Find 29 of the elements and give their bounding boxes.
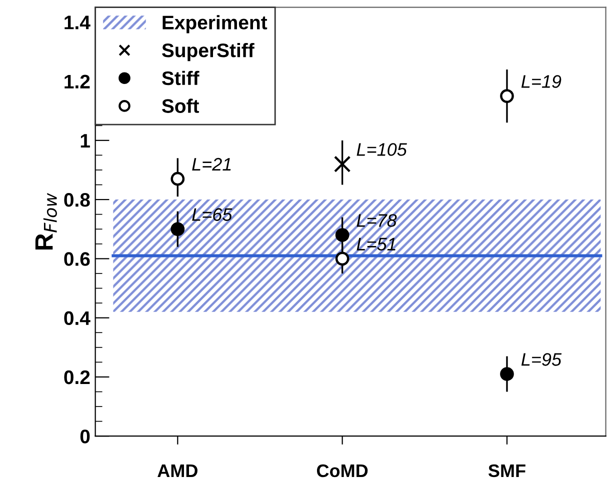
point xyxy=(335,252,350,266)
y-tick-label: 0.4 xyxy=(64,311,90,326)
point xyxy=(500,89,514,103)
x-tick-label: CoMD xyxy=(316,464,368,478)
annotation: L=65 xyxy=(192,208,232,221)
y-axis-title: R$_{Flow}$ xyxy=(35,192,57,250)
annotation: L=19 xyxy=(521,75,562,88)
annotation: L=78 xyxy=(356,214,397,227)
annotation: L=95 xyxy=(521,353,562,366)
point xyxy=(500,367,514,381)
legend-label: Stiff xyxy=(162,70,200,86)
y-tick-label: 0.6 xyxy=(64,252,90,266)
y-tick-label: 0.2 xyxy=(64,370,90,384)
annotation: L=21 xyxy=(192,158,231,171)
point xyxy=(170,172,185,186)
point xyxy=(170,222,185,236)
legend-label: Experiment xyxy=(162,15,268,34)
legend-label: Soft xyxy=(162,98,199,113)
legend-label: SuperStiff xyxy=(162,42,254,62)
annotation: L=51 xyxy=(356,238,396,251)
y-tick-label: 0.8 xyxy=(64,193,90,207)
y-tick-label: 1 xyxy=(80,134,90,148)
x-tick-label: AMD xyxy=(158,464,198,477)
y-tick-label: 0 xyxy=(80,430,90,444)
y-tick-label: 1.4 xyxy=(64,16,90,30)
x-tick-label: SMF xyxy=(488,464,526,478)
y-tick-label: 1.2 xyxy=(64,74,90,88)
annotation: L=105 xyxy=(356,143,407,156)
point xyxy=(335,228,350,242)
